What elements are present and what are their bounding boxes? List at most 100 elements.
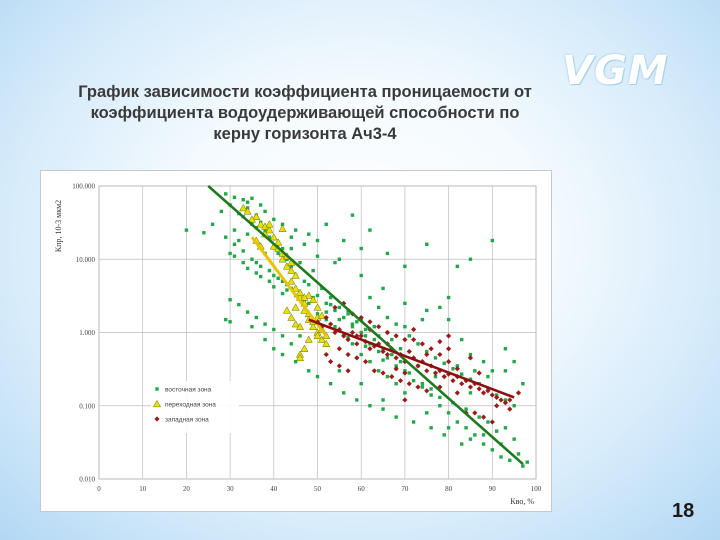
data-point-diamond — [402, 336, 408, 343]
data-point-square — [490, 238, 494, 243]
data-point-square — [219, 209, 224, 214]
data-point-square — [385, 374, 390, 379]
data-point-triangle — [313, 303, 322, 311]
data-point-square — [342, 391, 346, 395]
data-point-square — [403, 391, 407, 395]
data-point-square — [328, 381, 333, 386]
chart-panel: 0 10 20 30 40 50 60 70 80 90 100 100.000 10.000 1.000… — [40, 170, 552, 512]
data-point-square — [359, 330, 363, 335]
data-point-square — [280, 222, 285, 227]
data-point-square — [324, 301, 328, 306]
data-point-square — [245, 200, 250, 204]
data-point-square — [468, 257, 473, 261]
data-point-square — [398, 347, 403, 351]
slide-title: График зависимости коэффициента проницае… — [40, 82, 570, 145]
data-point-square — [298, 260, 302, 265]
data-point-square — [372, 324, 377, 329]
data-point-square — [385, 251, 390, 256]
data-point-diamond — [362, 359, 369, 365]
data-point-square — [460, 337, 464, 342]
data-point-diamond — [389, 374, 395, 380]
data-point-diamond — [446, 333, 452, 339]
data-point-triangle — [291, 320, 300, 328]
data-point-square — [398, 359, 403, 364]
legend-marker — [152, 399, 162, 408]
data-point-square — [446, 317, 451, 322]
data-point-triangle — [291, 303, 300, 311]
data-point-diamond — [332, 304, 338, 311]
data-point-square — [320, 286, 324, 291]
title-line-1: График зависимости коэффициента проницае… — [78, 83, 532, 101]
y-tick-label: 1.000 — [79, 329, 95, 337]
data-point-square — [521, 464, 525, 468]
data-point-diamond — [336, 346, 342, 352]
data-point-square — [420, 381, 425, 386]
data-point-square — [394, 364, 398, 368]
legend-box — [151, 381, 239, 433]
data-point-square — [446, 426, 451, 430]
data-point-triangle — [322, 339, 331, 347]
data-point-square — [433, 374, 438, 379]
data-point-square — [263, 337, 267, 342]
data-point-square — [381, 286, 385, 291]
title-line-2: коэффициента водоудерживающей способност… — [90, 104, 520, 122]
data-point-square — [241, 260, 245, 265]
data-point-square — [272, 347, 276, 351]
data-point-square — [232, 195, 237, 200]
y-tick-label: 0.100 — [79, 402, 95, 410]
data-point-square — [250, 196, 254, 200]
data-point-diamond — [358, 333, 364, 339]
x-axis-label: Кво, % — [510, 497, 534, 506]
data-point-diamond — [393, 355, 399, 361]
data-point-triangle — [282, 306, 291, 314]
data-point-square — [468, 377, 473, 381]
data-point-square — [337, 257, 342, 261]
data-point-diamond — [358, 314, 364, 321]
data-point-triangle — [287, 313, 296, 321]
data-point-square — [280, 352, 285, 357]
data-point-square — [315, 293, 320, 298]
data-point-square — [245, 266, 250, 271]
data-point-square — [508, 458, 512, 463]
data-point-square — [250, 324, 254, 329]
data-point-square — [276, 251, 280, 256]
data-point-square — [228, 251, 232, 256]
data-point-square — [468, 391, 473, 395]
data-point-square — [486, 420, 490, 424]
data-point-diamond — [341, 300, 347, 306]
data-point-square — [232, 228, 237, 232]
data-point-square — [241, 249, 245, 253]
data-point-diamond — [480, 414, 487, 420]
data-point-square — [503, 426, 508, 430]
data-point-triangle — [287, 266, 296, 274]
data-point-triangle — [295, 288, 305, 296]
data-point-square — [337, 305, 342, 310]
data-point-square — [381, 407, 385, 411]
data-point-square — [486, 374, 490, 379]
data-point-square — [512, 437, 516, 441]
x-tick-label: 70 — [401, 485, 409, 493]
legend-label: восточная зона — [165, 387, 212, 394]
data-point-square — [258, 274, 263, 279]
data-point-square — [390, 352, 394, 357]
data-point-square — [442, 361, 446, 365]
data-point-square — [280, 279, 285, 284]
data-point-square — [464, 407, 468, 411]
data-point-square — [481, 442, 486, 446]
data-point-diamond — [446, 346, 452, 352]
data-point-square — [293, 228, 298, 232]
data-point-square — [425, 308, 429, 313]
data-point-square — [473, 369, 477, 373]
data-point-diamond — [380, 370, 386, 376]
data-point-square — [302, 242, 307, 246]
y-tick-label: 10.000 — [76, 256, 96, 264]
data-point-square — [363, 334, 368, 338]
data-point-square — [359, 246, 363, 251]
data-point-square — [468, 352, 473, 357]
data-point-square — [438, 395, 442, 400]
data-point-square — [359, 273, 363, 278]
data-point-square — [245, 310, 250, 314]
data-point-square — [342, 315, 346, 320]
y-tick-label: 100.000 — [72, 183, 95, 191]
data-point-square — [307, 282, 311, 287]
